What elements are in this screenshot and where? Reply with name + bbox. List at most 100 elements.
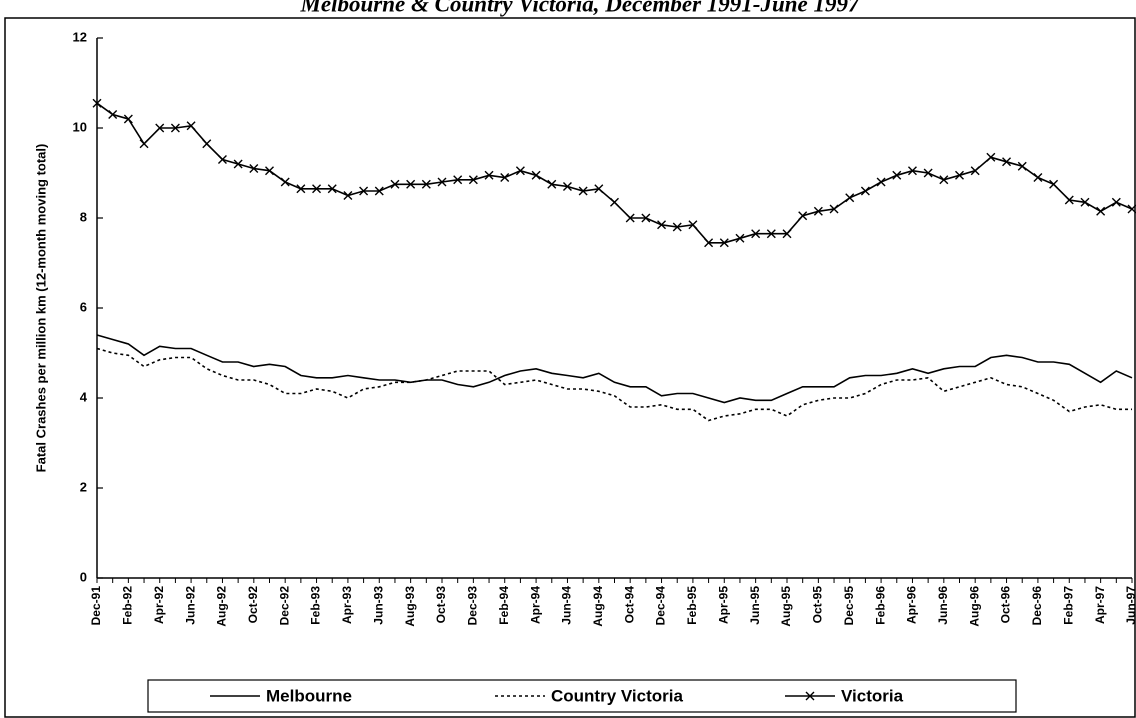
point-marker <box>217 155 227 164</box>
x-tick-label: Dec-92 <box>277 586 291 626</box>
point-marker <box>751 229 761 239</box>
point-marker <box>1111 197 1121 207</box>
x-tick-label: Oct-93 <box>434 586 448 624</box>
point-marker <box>923 168 933 178</box>
point-marker <box>280 177 290 187</box>
point-marker <box>766 229 776 239</box>
x-tick-label: Feb-95 <box>685 586 699 625</box>
point-marker <box>939 175 949 185</box>
point-marker <box>139 139 149 149</box>
point-marker <box>625 213 635 223</box>
point-marker <box>547 179 557 189</box>
y-tick-label: 2 <box>80 479 87 494</box>
legend-label: Country Victoria <box>551 686 683 705</box>
x-tick-label: Feb-93 <box>309 586 323 625</box>
point-marker <box>845 193 855 203</box>
x-tick-label: Oct-92 <box>246 586 260 624</box>
legend-marker <box>805 691 815 701</box>
point-marker <box>892 170 902 180</box>
chart-frame <box>4 17 1136 718</box>
point-marker <box>798 211 808 221</box>
point-marker <box>562 182 572 191</box>
y-tick-label: 0 <box>80 569 87 584</box>
point-marker <box>312 184 322 194</box>
point-marker <box>1080 197 1090 207</box>
point-marker <box>359 186 369 196</box>
x-tick-label: Apr-95 <box>716 586 730 624</box>
point-marker <box>782 229 792 239</box>
point-marker <box>1064 195 1074 205</box>
y-tick-label: 6 <box>80 299 87 314</box>
x-tick-label: Dec-96 <box>1030 586 1044 626</box>
x-tick-label: Apr-92 <box>152 586 166 624</box>
point-marker <box>296 184 306 194</box>
point-marker <box>186 121 196 131</box>
x-tick-label: Oct-96 <box>999 586 1013 624</box>
x-tick-label: Jun-95 <box>748 586 762 625</box>
point-marker <box>468 175 478 185</box>
point-marker <box>170 123 180 133</box>
point-marker <box>453 175 463 185</box>
point-marker <box>233 159 243 169</box>
x-tick-label: Aug-94 <box>591 586 605 627</box>
point-marker <box>641 213 651 223</box>
x-tick-label: Jun-97 <box>1124 586 1136 625</box>
point-marker <box>813 206 823 216</box>
point-marker <box>531 170 541 180</box>
point-marker <box>265 166 274 176</box>
point-marker <box>1033 173 1043 182</box>
point-marker <box>578 186 588 196</box>
y-axis-label: Fatal Crashes per million km (12-month m… <box>33 144 48 473</box>
x-tick-label: Jun-96 <box>936 586 950 625</box>
x-tick-label: Aug-92 <box>215 586 229 627</box>
series-line <box>96 334 1133 404</box>
point-marker <box>735 233 745 243</box>
point-marker <box>202 139 212 149</box>
point-marker <box>907 166 917 176</box>
point-marker <box>123 114 133 124</box>
x-tick-label: Dec-95 <box>842 586 856 626</box>
x-tick-label: Jun-92 <box>183 586 197 625</box>
x-tick-label: Feb-97 <box>1061 586 1075 625</box>
point-marker <box>1096 206 1106 216</box>
x-tick-label: Apr-93 <box>340 586 354 624</box>
point-marker <box>249 164 259 173</box>
point-marker <box>876 177 886 187</box>
x-tick-label: Oct-94 <box>622 586 636 624</box>
point-marker <box>657 220 667 230</box>
y-tick-label: 8 <box>80 209 87 224</box>
x-tick-label: Dec-91 <box>89 586 103 626</box>
point-marker <box>1017 161 1027 171</box>
point-marker <box>1127 204 1136 214</box>
point-marker <box>374 186 384 196</box>
x-tick-label: Oct-95 <box>811 586 825 624</box>
point-marker <box>515 166 525 176</box>
point-marker <box>437 177 447 187</box>
point-marker <box>406 179 416 189</box>
point-marker <box>594 184 604 194</box>
x-tick-label: Jun-94 <box>560 586 574 625</box>
series-line <box>96 347 1132 422</box>
x-tick-label: Apr-96 <box>905 586 919 624</box>
point-marker <box>421 179 431 189</box>
x-tick-label: Apr-94 <box>528 586 542 624</box>
point-marker <box>484 170 494 180</box>
point-marker <box>704 238 714 248</box>
point-marker <box>1049 179 1059 189</box>
point-marker <box>829 204 839 214</box>
point-marker <box>108 110 118 119</box>
point-marker <box>688 220 698 230</box>
point-marker <box>500 173 510 182</box>
point-marker <box>955 170 964 180</box>
x-tick-label: Jun-93 <box>371 586 385 625</box>
x-tick-label: Aug-95 <box>779 586 793 627</box>
y-tick-label: 12 <box>73 29 87 44</box>
legend-label: Victoria <box>841 686 904 705</box>
point-marker <box>343 191 353 200</box>
point-marker <box>327 184 337 194</box>
x-tick-label: Aug-93 <box>403 586 417 627</box>
point-marker <box>390 179 400 189</box>
point-marker <box>970 166 980 176</box>
point-marker <box>860 186 870 196</box>
y-tick-label: 4 <box>80 389 88 404</box>
